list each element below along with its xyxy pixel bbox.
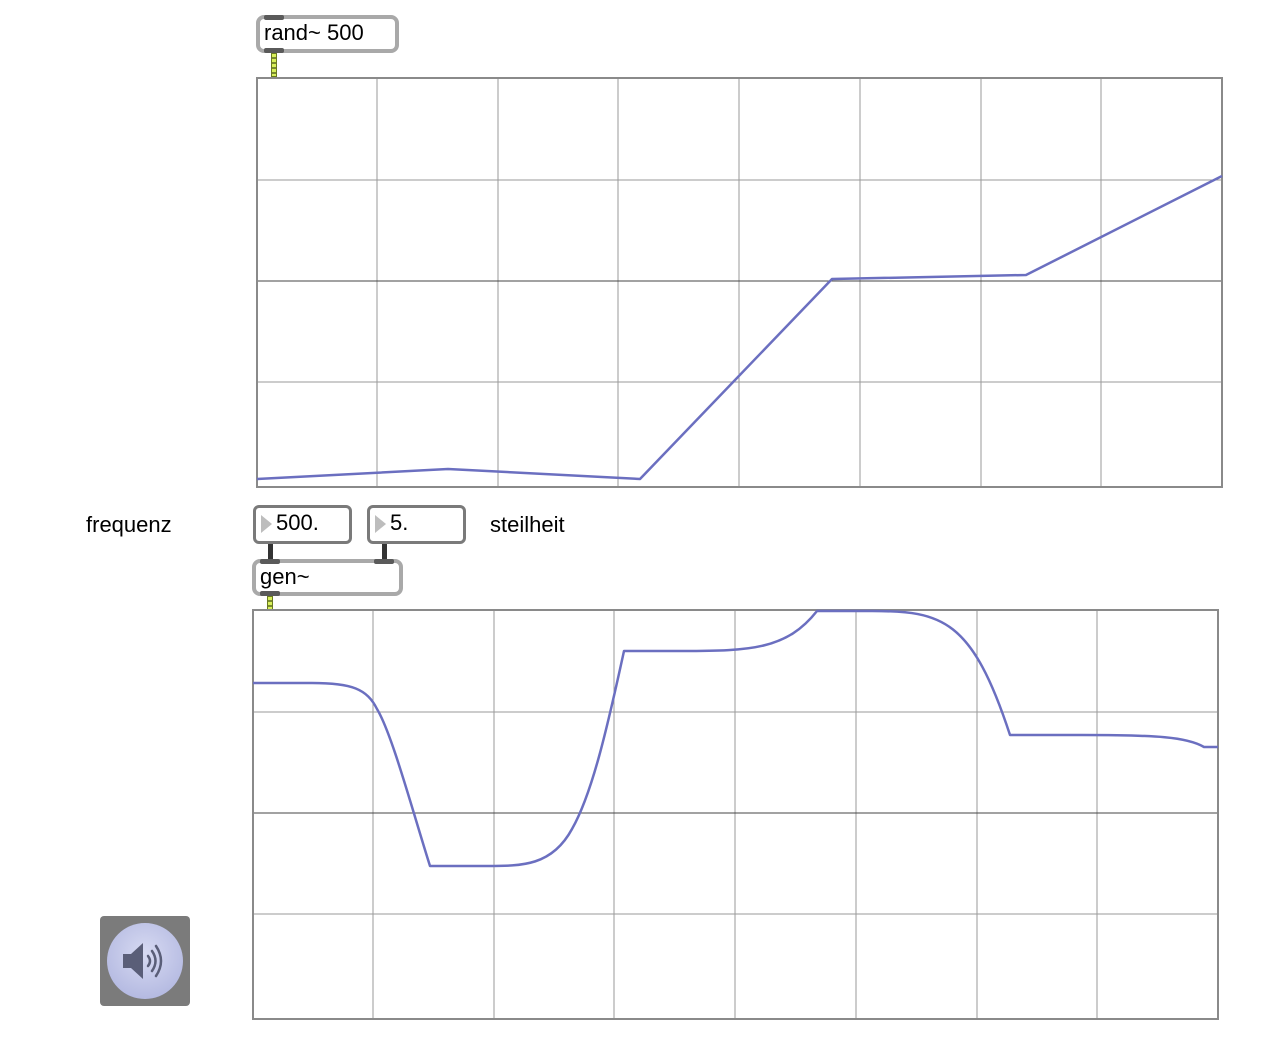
rand-object-label: rand~ 500 [264, 20, 364, 45]
number-box-triangle-icon [375, 515, 386, 533]
patch-cord-steepness-to-gen[interactable] [382, 544, 387, 561]
signal-cord-rand-to-scope[interactable] [271, 53, 277, 77]
scope-rand[interactable] [256, 77, 1223, 488]
patch-cord-frequency-to-gen[interactable] [268, 544, 273, 561]
scope-rand-frame [256, 77, 1223, 488]
steepness-number-box[interactable]: 5. [367, 505, 466, 544]
gen-outlet[interactable] [260, 591, 280, 596]
steepness-value: 5. [390, 510, 409, 535]
gen-object-label: gen~ [260, 564, 310, 589]
frequency-label: frequenz [86, 512, 172, 537]
rand-outlet[interactable] [264, 48, 284, 53]
number-box-triangle-icon [261, 515, 272, 533]
gen-inlet-right[interactable] [374, 559, 394, 564]
signal-cord-gen-to-scope[interactable] [267, 596, 273, 610]
gen-inlet-left[interactable] [260, 559, 280, 564]
scope-gen-signal-trace [253, 609, 1218, 868]
rand-inlet[interactable] [264, 15, 284, 20]
steepness-label: steilheit [490, 512, 565, 537]
rand-object[interactable]: rand~ 500 [256, 15, 399, 53]
scope-rand-grid [257, 78, 1222, 487]
frequency-value: 500. [276, 510, 319, 535]
scope-rand-signal-trace [256, 174, 1223, 481]
dac-speaker-circle [107, 923, 183, 999]
dac-speaker-button[interactable] [100, 916, 190, 1006]
scope-gen[interactable] [252, 609, 1219, 1020]
scope-gen-frame [252, 609, 1219, 1020]
scope-gen-grid [253, 610, 1218, 1019]
speaker-icon [123, 943, 163, 979]
gen-object[interactable]: gen~ [252, 559, 403, 596]
frequency-number-box[interactable]: 500. [253, 505, 352, 544]
